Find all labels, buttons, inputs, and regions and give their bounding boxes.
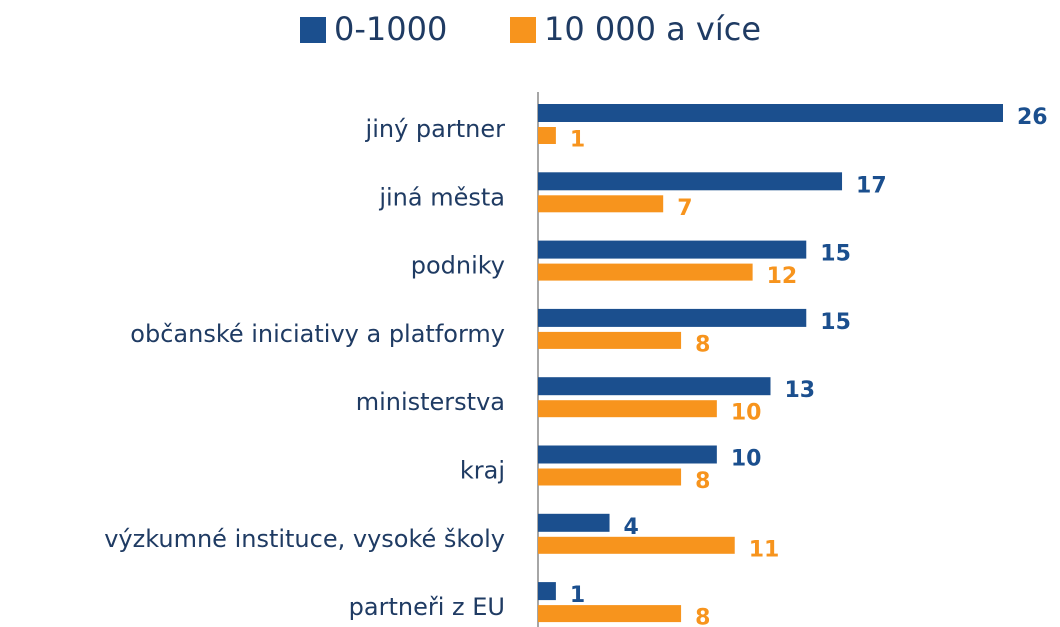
bar xyxy=(538,605,682,623)
category-label: jiný partner xyxy=(365,115,506,143)
category-label: podniky xyxy=(411,252,505,280)
data-label: 12 xyxy=(767,264,798,289)
bar xyxy=(538,308,807,327)
data-label: 10 xyxy=(731,401,762,426)
bar xyxy=(538,263,753,281)
data-label: 13 xyxy=(785,378,816,403)
bar xyxy=(538,377,771,396)
category-label: občanské iniciativy a platformy xyxy=(130,320,505,348)
data-label: 8 xyxy=(695,332,710,357)
category-label: jiná města xyxy=(378,183,505,211)
data-label: 10 xyxy=(731,447,762,472)
data-label: 15 xyxy=(820,242,851,267)
bar xyxy=(538,172,843,191)
legend-swatch xyxy=(510,17,536,43)
data-label: 8 xyxy=(695,469,710,494)
bar xyxy=(538,536,735,554)
category-label: výzkumné instituce, vysoké školy xyxy=(104,525,505,553)
bar xyxy=(538,127,556,144)
data-label: 4 xyxy=(624,515,639,540)
bar xyxy=(538,468,682,486)
bar xyxy=(538,445,717,464)
legend-label: 10 000 a více xyxy=(544,10,761,48)
data-label: 15 xyxy=(820,310,851,335)
legend-swatch xyxy=(300,17,326,43)
data-label: 26 xyxy=(1017,105,1048,130)
bar xyxy=(538,331,682,349)
data-label: 7 xyxy=(677,196,692,221)
data-label: 1 xyxy=(570,583,585,608)
category-label: partneři z EU xyxy=(349,593,505,621)
legend-label: 0-1000 xyxy=(334,10,447,48)
data-label: 1 xyxy=(570,128,585,153)
bar xyxy=(538,195,664,213)
category-label: kraj xyxy=(460,457,505,485)
bar xyxy=(538,582,556,601)
bar xyxy=(538,513,610,532)
data-label: 8 xyxy=(695,606,710,627)
data-label: 17 xyxy=(856,173,887,198)
category-label: ministerstva xyxy=(356,388,505,416)
bar xyxy=(538,400,717,418)
data-label: 11 xyxy=(749,537,780,562)
bar xyxy=(538,240,807,259)
bar xyxy=(538,104,1003,122)
